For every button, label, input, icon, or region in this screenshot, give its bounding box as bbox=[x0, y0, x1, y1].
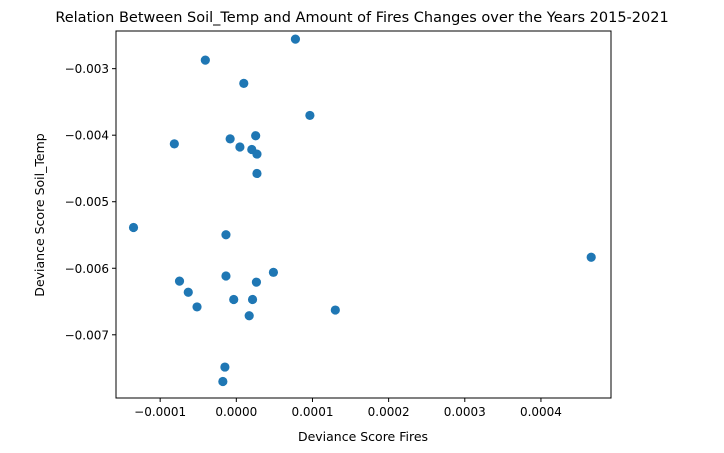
scatter-point bbox=[200, 55, 210, 65]
x-axis: −0.0001 0.0000 0.0001 0.0002 0.0003 0.0004 bbox=[134, 398, 562, 419]
plot-area-frame bbox=[115, 30, 612, 399]
x-tick-label: −0.0001 bbox=[134, 405, 186, 419]
x-tick-label: 0.0001 bbox=[291, 405, 333, 419]
scatter-point bbox=[268, 267, 279, 277]
x-tick-label: 0.0002 bbox=[368, 405, 410, 419]
scatter-point bbox=[183, 287, 193, 297]
scatter-point bbox=[128, 222, 139, 233]
scatter-point bbox=[218, 376, 228, 387]
x-axis-label: Deviance Score Fires bbox=[298, 429, 428, 444]
scatter-point bbox=[221, 271, 231, 281]
scatter-point bbox=[239, 78, 249, 88]
y-tick-label: −0.004 bbox=[65, 129, 109, 143]
scatter-point bbox=[305, 110, 315, 121]
scatter-point bbox=[229, 294, 239, 305]
scatter-point bbox=[251, 131, 261, 141]
scatter-point bbox=[290, 34, 301, 44]
scatter-point bbox=[252, 149, 262, 159]
scatter-point bbox=[330, 305, 340, 315]
scatter-point bbox=[252, 168, 262, 179]
scatter-point bbox=[221, 230, 231, 240]
y-axis-label: Deviance Score Soil_Temp bbox=[32, 133, 47, 296]
y-tick-label: −0.007 bbox=[65, 328, 109, 342]
y-axis: −0.003 −0.004 −0.005 −0.006 −0.007 bbox=[65, 62, 116, 342]
scatter-point bbox=[247, 294, 258, 305]
x-tick-label: 0.0004 bbox=[520, 405, 562, 419]
y-tick-label: −0.006 bbox=[65, 262, 109, 276]
scatter-point bbox=[169, 139, 179, 149]
chart-title: Relation Between Soil_Temp and Amount of… bbox=[55, 10, 668, 26]
x-tick-label: 0.0000 bbox=[215, 405, 257, 419]
scatter-point bbox=[192, 302, 202, 312]
scatter-point bbox=[586, 252, 596, 262]
scatter-point bbox=[174, 276, 185, 286]
y-tick-label: −0.003 bbox=[65, 62, 109, 76]
y-tick-label: −0.005 bbox=[65, 195, 109, 209]
scatter-point bbox=[225, 134, 235, 144]
scatter-point bbox=[244, 311, 254, 321]
scatter-point bbox=[251, 277, 262, 287]
x-tick-label: 0.0003 bbox=[444, 405, 486, 419]
scatter-point bbox=[235, 142, 245, 152]
scatter-point bbox=[220, 362, 230, 372]
data-points bbox=[128, 34, 596, 387]
